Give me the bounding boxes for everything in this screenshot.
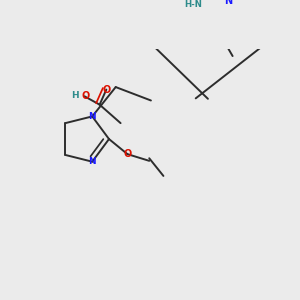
Text: N: N bbox=[224, 0, 232, 6]
Text: H-N: H-N bbox=[184, 0, 202, 9]
Text: O: O bbox=[123, 149, 132, 159]
Text: N: N bbox=[88, 112, 96, 121]
Text: O: O bbox=[81, 91, 89, 101]
Text: O: O bbox=[102, 85, 110, 94]
Text: H: H bbox=[71, 91, 78, 100]
Text: N: N bbox=[88, 157, 96, 166]
